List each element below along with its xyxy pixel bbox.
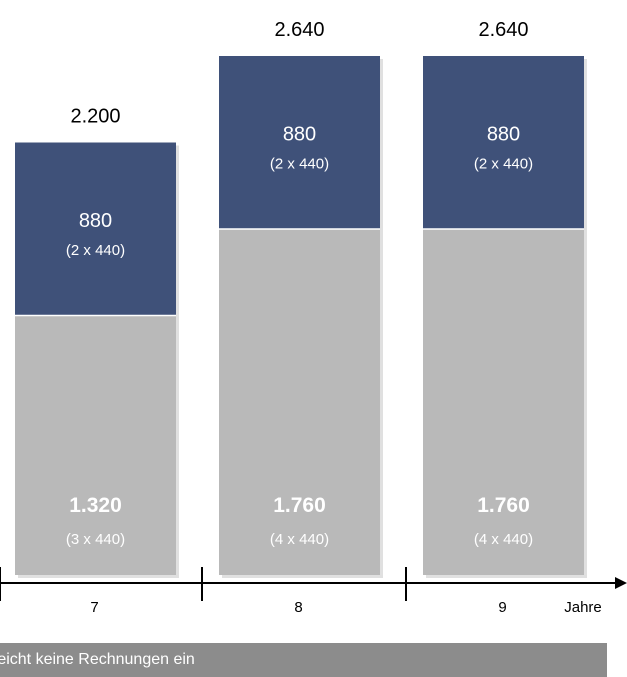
top-value-label: 880 (487, 124, 520, 146)
x-tick-label: 7 (90, 599, 98, 616)
top-detail-label: (2 x 440) (270, 156, 329, 173)
footer-text: reicht keine Rechnungen ein (0, 651, 195, 668)
x-tick-label: 8 (294, 599, 302, 616)
x-axis-arrow (615, 577, 627, 589)
top-detail-label: (2 x 440) (66, 242, 125, 259)
bottom-value-label: 1.760 (273, 494, 326, 517)
top-value-label: 880 (283, 124, 316, 146)
footer-bar: reicht keine Rechnungen ein (0, 643, 607, 677)
bar-segment-bottom (15, 315, 176, 575)
x-tick-label: 9 (498, 599, 506, 616)
bar-segment-bottom (423, 229, 584, 575)
bottom-value-label: 1.320 (69, 494, 122, 517)
top-detail-label: (2 x 440) (474, 156, 533, 173)
total-label: 2.640 (478, 19, 528, 41)
bar-segment-top (423, 56, 584, 229)
bottom-value-label: 1.760 (477, 494, 530, 517)
bottom-detail-label: (4 x 440) (474, 531, 533, 548)
bar-segment-top (15, 142, 176, 316)
bar-segment-bottom (219, 229, 380, 575)
x-axis-unit-label: Jahre (564, 599, 602, 616)
bar-segment-top (219, 56, 380, 229)
bottom-detail-label: (4 x 440) (270, 531, 329, 548)
total-label: 2.200 (70, 106, 120, 128)
top-value-label: 880 (79, 210, 112, 232)
bottom-detail-label: (3 x 440) (66, 531, 125, 548)
total-label: 2.640 (274, 19, 324, 41)
